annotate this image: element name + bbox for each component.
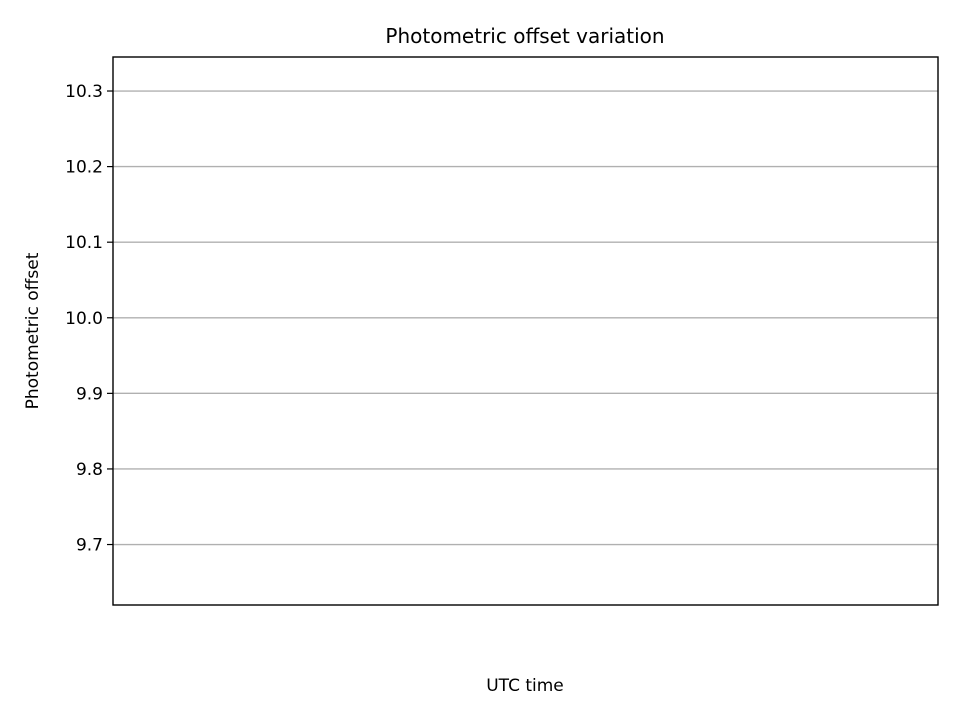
y-tick-label: 10.2 — [65, 158, 103, 178]
y-tick-label: 9.8 — [76, 460, 103, 480]
plot-area — [112, 56, 939, 606]
y-axis-ticks: 9.7 9.8 9.9 10.0 10.1 10.2 10.3 — [65, 82, 113, 556]
y-tick-label: 10.1 — [65, 233, 103, 253]
grid — [113, 90, 938, 546]
y-tick-label: 9.9 — [76, 384, 103, 404]
chart-title: Photometric offset variation — [385, 24, 664, 48]
plot-frame — [112, 56, 939, 606]
y-axis-title: Photometric offset — [23, 252, 43, 409]
y-tick-label: 10.0 — [65, 309, 103, 329]
y-tick-label: 9.7 — [76, 536, 103, 556]
y-tick-label: 10.3 — [65, 82, 103, 102]
x-axis-title: UTC time — [486, 676, 564, 696]
